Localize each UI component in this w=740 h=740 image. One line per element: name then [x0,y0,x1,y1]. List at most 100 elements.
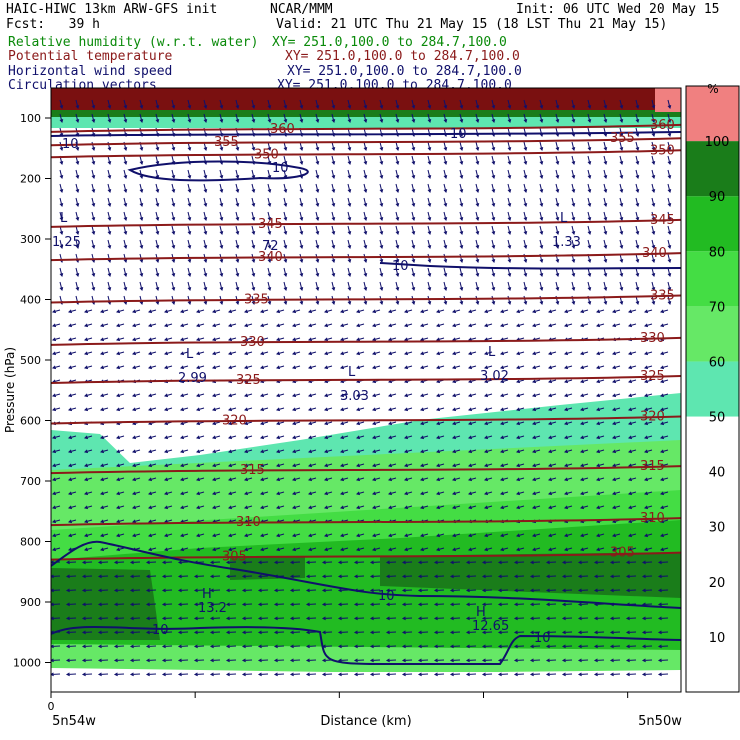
wind-vector-head [451,323,457,328]
wind-contour-top [51,131,681,137]
wind-vector-head [579,505,585,510]
wind-vector [612,407,621,411]
wind-vector [466,645,477,647]
wind-vector-head [67,407,73,412]
wind-vector-head [177,616,182,621]
wind-vector-head [363,286,368,292]
wind-vector-head [163,323,169,328]
wind-vector [571,239,575,249]
wind-vector [98,631,109,633]
wind-vector-head [59,230,64,236]
wind-vector [162,631,173,633]
wind-vector-head [131,491,137,496]
wind-vector-head [481,574,486,579]
wind-vector [564,435,573,439]
wind-vector [107,253,111,263]
wind-vector-head [523,258,528,264]
wind-vector-head [75,286,80,292]
wind-vector [427,225,431,235]
wind-vector-head [251,286,256,292]
wind-vector [324,421,333,425]
wind-vector-head [627,407,633,412]
wind-vector-head [187,230,192,236]
wind-vector-head [587,286,592,292]
wind-vector [619,281,623,291]
wind-vector-head [563,323,569,328]
wind-vector-head [195,505,201,510]
wind-vector-head [289,560,294,565]
wind-vector-head [267,230,272,236]
wind-vector-head [523,160,528,166]
wind-vector [354,673,365,675]
wind-vector [347,99,351,109]
wind-vector-head [147,365,153,370]
wind-vector-head [147,435,153,440]
wind-vector [539,155,543,165]
wind-vector [619,183,623,193]
wind-vector-head [579,407,585,412]
wind-vector-head [667,118,672,124]
wind-vector [404,323,413,327]
wind-vector [164,351,173,355]
wind-vector-head [371,463,377,468]
wind-vector [251,239,255,249]
wind-vector-head [539,202,544,208]
wind-vector [203,183,207,193]
wind-vector-head [355,435,361,440]
wind-vector [171,239,175,249]
wind-vector [555,197,559,207]
wind-vector [452,379,461,383]
wind-vector [587,99,591,109]
wind-vector-head [555,258,560,264]
wind-vector-head [331,258,336,264]
wind-vector [267,197,271,207]
wind-vector [114,673,125,675]
wind-vector-head [363,174,368,180]
wind-vector [324,491,333,495]
wind-vector-head [483,533,489,538]
wind-vector-head [563,393,569,398]
wind-vector [132,435,141,439]
wind-vector [571,197,575,207]
wind-vector-head [497,560,502,565]
wind-vector-head [193,672,198,677]
wind-vector-head [563,491,569,496]
wind-vector [308,491,317,495]
wind-vector [642,589,653,591]
wind-vector-head [115,309,121,314]
wind-vector-head [467,505,473,510]
wind-vector-head [347,118,352,124]
wind-vector [196,463,205,467]
wind-vector [322,617,333,619]
wind-vector [596,463,605,467]
wind-vector [635,113,639,123]
wind-vector [500,533,509,537]
wind-vector-head [259,505,265,510]
wind-vector-head [291,491,297,496]
wind-vector [388,463,397,467]
wind-vector [450,575,461,577]
wind-vector-head [83,533,89,538]
wind-vector-head [155,104,160,110]
wind-vector-head [577,658,582,663]
wind-vector-head [113,630,118,635]
wind-vector [475,211,479,221]
wind-vector-head [195,421,201,426]
wind-vector [532,365,541,369]
wind-vector-head [83,323,89,328]
wind-vector [194,645,205,647]
wind-vector-head [459,230,464,236]
wind-vector [628,323,637,327]
wind-vector [660,449,669,453]
wind-vector-head [529,630,534,635]
wind-vector [132,519,141,523]
low-center-value: 1.33 [552,235,581,250]
wind-vector-head [291,463,297,468]
wind-vector [500,505,509,509]
wind-vector-head [131,323,137,328]
wind-vector-head [363,300,368,306]
wind-vector [628,365,637,369]
wind-vector-head [113,602,118,607]
wind-vector [379,141,383,151]
wind-vector-head [65,658,70,663]
